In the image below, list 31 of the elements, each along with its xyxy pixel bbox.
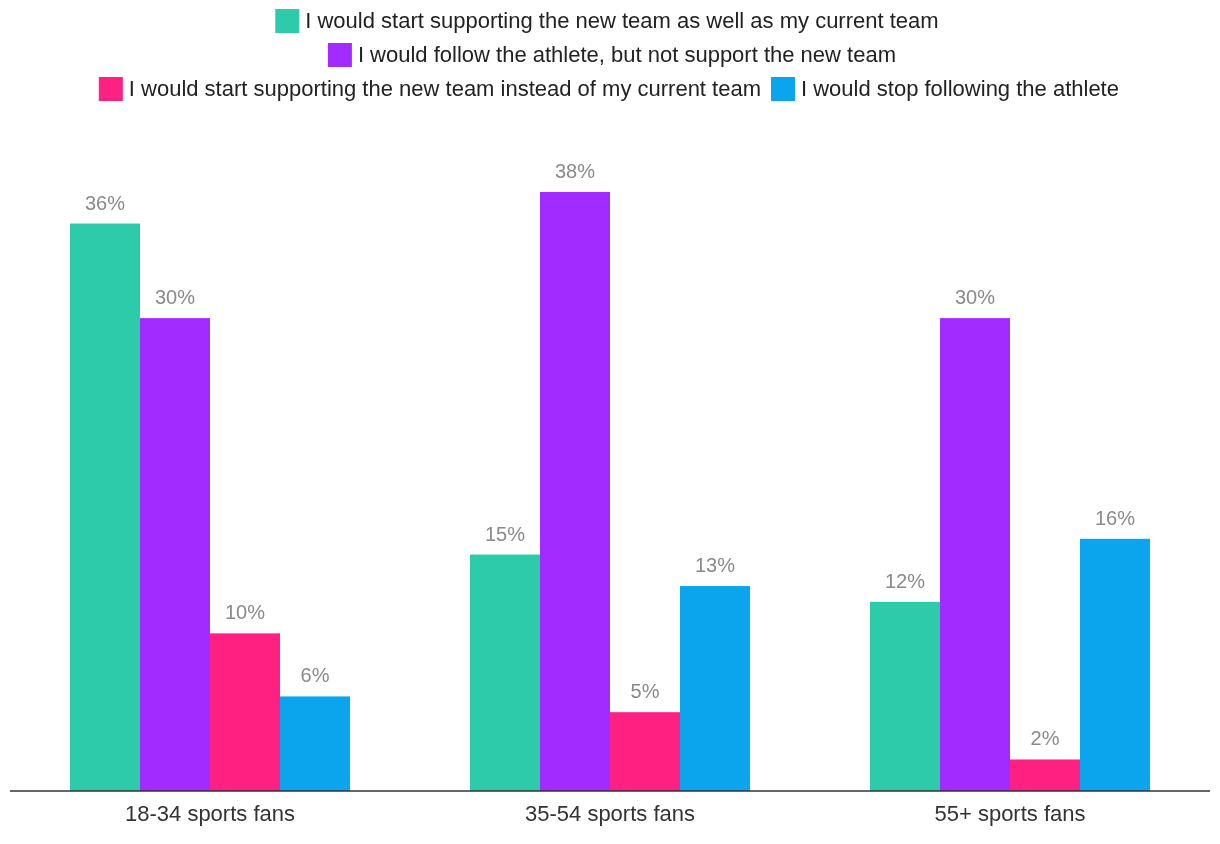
bar	[870, 601, 940, 791]
data-label: 15%	[484, 522, 526, 545]
bar	[540, 192, 610, 791]
data-label: 6%	[300, 664, 330, 687]
bar	[470, 554, 540, 791]
bar	[940, 318, 1010, 791]
x-tick-label: 55+ sports fans	[934, 801, 1086, 826]
bar	[280, 696, 350, 791]
data-label: 13%	[694, 554, 736, 577]
bar	[1080, 538, 1150, 791]
bar	[610, 712, 680, 791]
bar	[210, 633, 280, 791]
legend-label: I would stop following the athlete	[801, 76, 1119, 101]
data-label: 30%	[954, 286, 996, 309]
bar	[1010, 759, 1080, 791]
bar	[680, 586, 750, 791]
data-label: 30%	[154, 286, 196, 309]
x-tick-label: 18-34 sports fans	[125, 801, 295, 826]
data-label: 10%	[224, 601, 266, 624]
data-label: 5%	[630, 680, 660, 703]
legend-label: I would start supporting the new team instead of my current team	[128, 76, 761, 101]
data-label: 16%	[1094, 506, 1136, 529]
legend-label: I would start supporting the new team as well as my current team	[305, 8, 939, 33]
bar	[140, 318, 210, 791]
legend-label: I would follow the athlete, but not support the new team	[357, 42, 896, 67]
bar	[70, 223, 140, 791]
data-label: 38%	[554, 160, 596, 182]
data-label: 12%	[884, 569, 926, 592]
x-tick-label: 35-54 sports fans	[525, 801, 695, 826]
data-label: 36%	[84, 191, 126, 214]
data-label: 2%	[1030, 727, 1060, 750]
